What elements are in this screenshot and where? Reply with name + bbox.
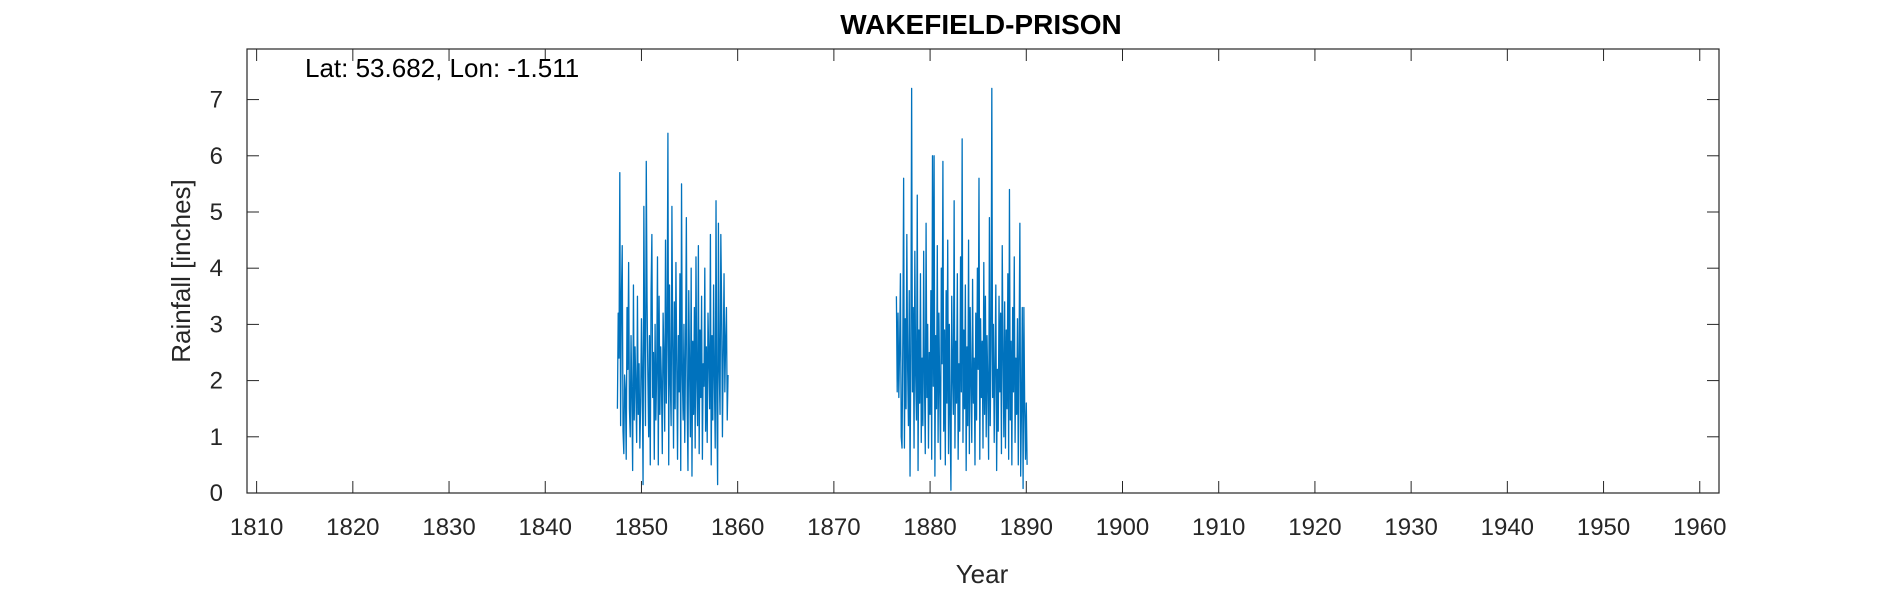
x-tick-label: 1810 [230, 514, 283, 541]
x-tick-label: 1880 [903, 514, 956, 541]
x-tick-label: 1920 [1288, 514, 1341, 541]
x-axis: 1810 1820 1830 1840 1850 1860 1870 1880 1890 1900… [230, 49, 1726, 541]
x-tick-label: 1950 [1577, 514, 1630, 541]
x-tick-label: 1900 [1096, 514, 1149, 541]
x-tick-label: 1850 [615, 514, 668, 541]
x-axis-label: Year [956, 559, 1009, 589]
x-tick-label: 1840 [519, 514, 572, 541]
x-tick-label: 1870 [807, 514, 860, 541]
x-tick-label: 1890 [1000, 514, 1053, 541]
chart-title: WAKEFIELD-PRISON [840, 9, 1122, 40]
data-layer [616, 87, 1028, 491]
y-axis-label: Rainfall [inches] [166, 179, 196, 363]
rainfall-series-line-segment-1 [616, 132, 729, 486]
axes-box [246, 48, 1720, 494]
y-tick-label: 6 [210, 143, 223, 170]
x-tick-label: 1820 [326, 514, 379, 541]
x-tick-label: 1860 [711, 514, 764, 541]
y-tick-label: 7 [210, 87, 223, 114]
y-tick-label: 2 [210, 368, 223, 395]
rainfall-series-line-segment-2 [895, 87, 1028, 491]
x-tick-label: 1830 [422, 514, 475, 541]
x-tick-label: 1960 [1673, 514, 1726, 541]
y-tick-label: 0 [210, 480, 223, 507]
y-tick-label: 3 [210, 311, 223, 338]
y-axis: 0 1 2 3 4 5 6 7 [210, 87, 1719, 507]
axes-frame [246, 48, 1720, 494]
y-tick-label: 4 [210, 255, 223, 282]
y-tick-label: 5 [210, 199, 223, 226]
y-tick-label: 1 [210, 424, 223, 451]
x-tick-label: 1910 [1192, 514, 1245, 541]
location-annotation: Lat: 53.682, Lon: -1.511 [305, 53, 579, 83]
x-tick-label: 1940 [1481, 514, 1534, 541]
x-tick-label: 1930 [1384, 514, 1437, 541]
